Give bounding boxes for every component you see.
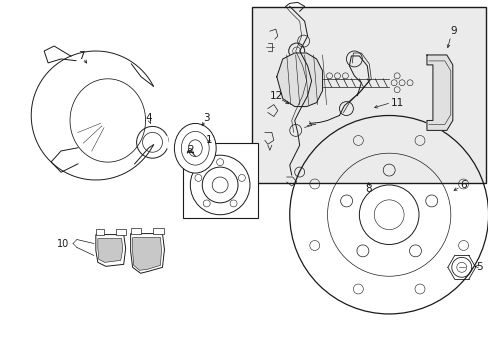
Polygon shape [96, 229, 103, 235]
Polygon shape [130, 234, 164, 273]
Polygon shape [130, 228, 141, 234]
Text: 10: 10 [57, 239, 69, 248]
Text: 7: 7 [78, 51, 84, 61]
Polygon shape [426, 55, 452, 130]
Polygon shape [276, 53, 322, 107]
Ellipse shape [174, 123, 216, 173]
Polygon shape [98, 239, 122, 262]
Text: 8: 8 [364, 184, 371, 194]
Text: 6: 6 [460, 180, 466, 190]
Text: 9: 9 [449, 26, 456, 36]
Polygon shape [132, 238, 161, 270]
Text: 1: 1 [205, 135, 212, 145]
Text: 3: 3 [203, 113, 209, 123]
Polygon shape [96, 235, 125, 266]
Polygon shape [116, 229, 125, 235]
FancyBboxPatch shape [183, 143, 257, 218]
Text: 5: 5 [475, 262, 482, 272]
Text: 4: 4 [145, 113, 152, 123]
Polygon shape [152, 228, 164, 234]
Text: 12: 12 [270, 91, 283, 101]
Text: 2: 2 [186, 145, 193, 155]
FancyBboxPatch shape [251, 7, 485, 183]
Text: 11: 11 [390, 98, 403, 108]
